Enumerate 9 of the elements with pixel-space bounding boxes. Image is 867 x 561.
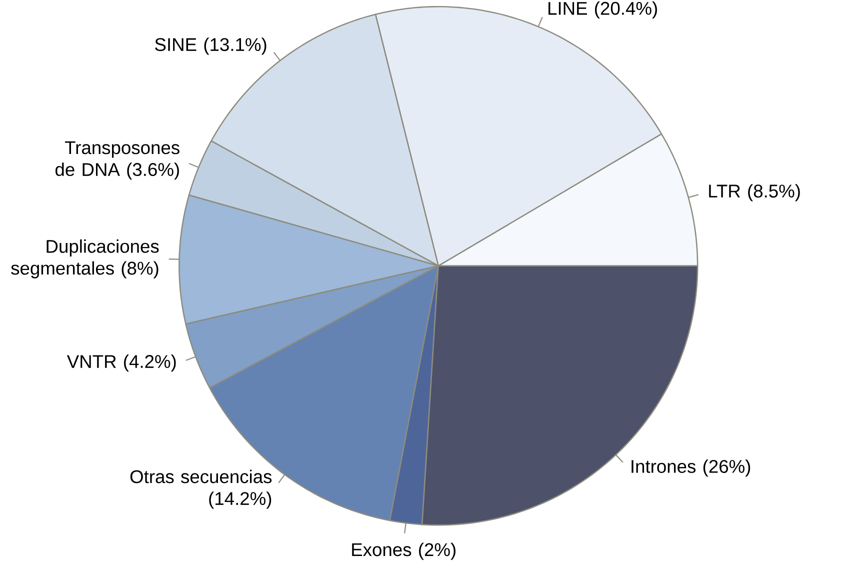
slice-label: Transposones de DNA (3.6%)	[56, 141, 180, 180]
slice-label: LINE (20.4%)	[548, 1, 657, 18]
slice-label: SINE (13.1%)	[155, 38, 266, 55]
slice-label: Duplicaciones segmentales (8%)	[11, 239, 159, 278]
slice-label: Intrones (26%)	[632, 459, 750, 476]
slice-label: Otras secuencias (14.2%)	[130, 470, 272, 509]
slice-label: VNTR (4.2%)	[66, 354, 176, 372]
slice-label: Exones (2%)	[352, 542, 456, 560]
slice-label: LTR (8.5%)	[709, 184, 800, 202]
